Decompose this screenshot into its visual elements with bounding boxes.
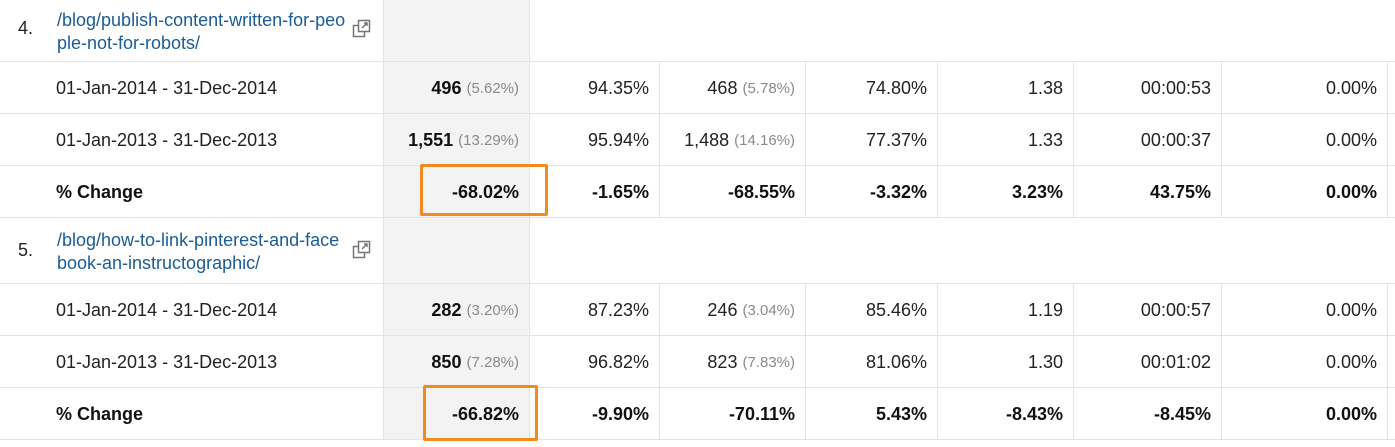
metric-cell: 1.38 (938, 62, 1074, 114)
page-row: 5. /blog/how-to-link-pinterest-and-faceb… (0, 218, 1395, 284)
metric-cell: 00:00:37 (1074, 114, 1222, 166)
row-rank: 4. (18, 18, 34, 38)
date-range-label: 01-Jan-2014 - 31-Dec-2014 (0, 62, 384, 114)
metric-change-cell: -9.90% (530, 388, 660, 440)
metric-cell: 0.00% (1222, 62, 1388, 114)
metric-cell: 94.35% (530, 62, 660, 114)
sessions-cell: 850 (7.28%) (384, 336, 530, 388)
row-rank: 5. (18, 240, 34, 260)
metric-cell: 87.23% (530, 284, 660, 336)
page-row: 4. /blog/publish-content-written-for-peo… (0, 0, 1395, 62)
change-label: % Change (0, 388, 384, 440)
metric-change-cell: -70.11% (660, 388, 806, 440)
metric-cell: 85.46% (806, 284, 938, 336)
metric-cell: 74.80% (806, 62, 938, 114)
metric-cell: 00:00:53 (1074, 62, 1222, 114)
metric-cell: 1.33 (938, 114, 1074, 166)
metric-cell: 1.19 (938, 284, 1074, 336)
table-row: 01-Jan-2013 - 31-Dec-2013 1,551 (13.29%) … (0, 114, 1395, 166)
metric-change-cell: 5.43% (806, 388, 938, 440)
metric-cell: 77.37% (806, 114, 938, 166)
highlight-box (420, 164, 548, 216)
metric-cell: 96.82% (530, 336, 660, 388)
change-label: % Change (0, 166, 384, 218)
sessions-cell: 1,551 (13.29%) (384, 114, 530, 166)
change-row: % Change -68.02% -1.65% -68.55% -3.32% 3… (0, 166, 1395, 218)
metric-cell: 95.94% (530, 114, 660, 166)
metric-cell: 00:00:57 (1074, 284, 1222, 336)
metric-cell: 246 (3.04%) (660, 284, 806, 336)
metric-change-cell: 3.23% (938, 166, 1074, 218)
table-row: 01-Jan-2014 - 31-Dec-2014 282 (3.20%) 87.… (0, 284, 1395, 336)
metric-change-cell: -8.45% (1074, 388, 1222, 440)
date-range-label: 01-Jan-2013 - 31-Dec-2013 (0, 336, 384, 388)
metric-change-cell: -1.65% (530, 166, 660, 218)
metric-cell: 0.00% (1222, 284, 1388, 336)
page-path-link[interactable]: /blog/how-to-link-pinterest-and-facebook… (57, 230, 340, 273)
metric-cell: 81.06% (806, 336, 938, 388)
metric-change-cell: -3.32% (806, 166, 938, 218)
open-in-new-icon[interactable] (352, 19, 372, 39)
table-row: 01-Jan-2013 - 31-Dec-2013 850 (7.28%) 96.… (0, 336, 1395, 388)
sessions-cell: 282 (3.20%) (384, 284, 530, 336)
sessions-change-cell: -66.82% (384, 388, 530, 440)
metric-change-cell: -68.55% (660, 166, 806, 218)
metric-change-cell: 43.75% (1074, 166, 1222, 218)
metric-change-cell: -8.43% (938, 388, 1074, 440)
date-range-label: 01-Jan-2013 - 31-Dec-2013 (0, 114, 384, 166)
page-path-link[interactable]: /blog/publish-content-written-for-people… (57, 10, 346, 53)
metric-cell: 1,488 (14.16%) (660, 114, 806, 166)
change-row: % Change -66.82% -9.90% -70.11% 5.43% -8… (0, 388, 1395, 440)
sessions-change-cell: -68.02% (384, 166, 530, 218)
table-row: 01-Jan-2014 - 31-Dec-2014 496 (5.62%) 94.… (0, 62, 1395, 114)
metric-cell: 468 (5.78%) (660, 62, 806, 114)
sessions-cell: 496 (5.62%) (384, 62, 530, 114)
highlight-box (423, 385, 538, 441)
metric-cell: 00:01:02 (1074, 336, 1222, 388)
metric-cell: 1.30 (938, 336, 1074, 388)
metric-change-cell: 0.00% (1222, 166, 1388, 218)
metric-change-cell: 0.00% (1222, 388, 1388, 440)
metric-cell: 823 (7.83%) (660, 336, 806, 388)
open-in-new-icon[interactable] (352, 240, 372, 260)
date-range-label: 01-Jan-2014 - 31-Dec-2014 (0, 284, 384, 336)
metric-cell: 0.00% (1222, 336, 1388, 388)
metric-cell: 0.00% (1222, 114, 1388, 166)
